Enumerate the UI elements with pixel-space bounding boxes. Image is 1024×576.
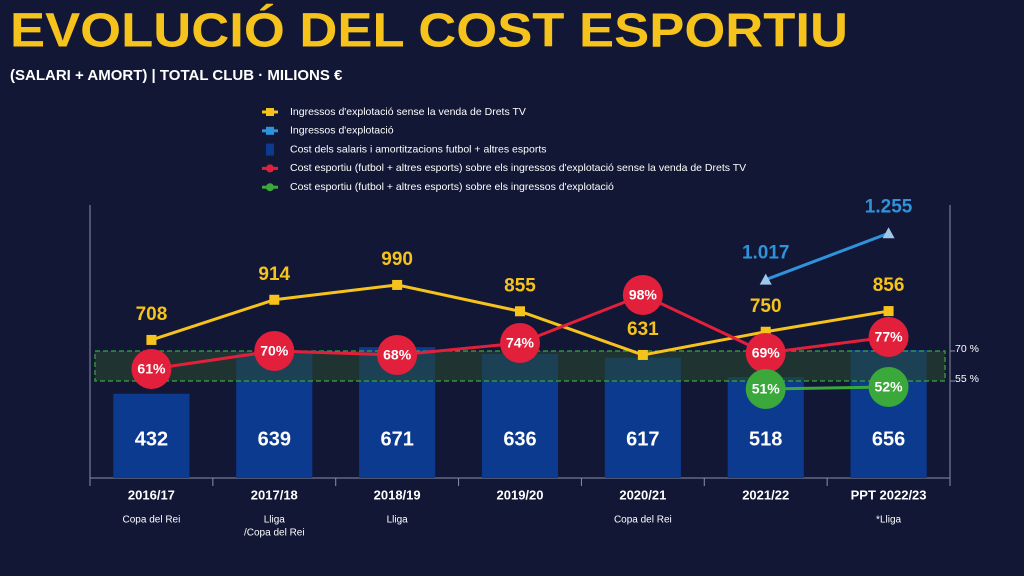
point-marker (131, 349, 172, 389)
legend-label: Cost esportiu (futbol + altres esports) … (290, 181, 614, 193)
point-label: 914 (258, 264, 290, 285)
point-marker (622, 275, 663, 315)
y2-tick-label: 70 % (955, 343, 979, 355)
legend-label: Cost esportiu (futbol + altres esports) … (290, 162, 746, 174)
bar-label: 617 (626, 428, 659, 450)
legend-marker (266, 164, 274, 173)
point-marker (745, 369, 786, 409)
bar (113, 393, 190, 478)
point-label: 98% (629, 287, 658, 303)
bar-label: 518 (749, 428, 782, 450)
legend-label: Ingressos d'explotació (290, 125, 394, 137)
y2-tick-label: 55 % (955, 373, 979, 385)
bar-label: 671 (380, 428, 413, 450)
bar-label: 639 (258, 428, 291, 450)
series-line (765, 231, 890, 282)
x-sublabel: Copa del Rei (123, 515, 181, 526)
x-tick-label: 2019/20 (497, 487, 544, 502)
point-marker (515, 306, 525, 317)
point-marker (146, 334, 157, 345)
point-label: 51% (752, 381, 781, 397)
x-sublabel: Copa del Rei (614, 515, 672, 526)
legend-marker (266, 126, 274, 135)
x-sublabel: Lliga (264, 515, 286, 526)
chart-title: EVOLUCIÓ DEL COST ESPORTIU (10, 3, 848, 58)
point-marker (760, 326, 771, 337)
point-marker (882, 227, 895, 239)
point-marker (868, 317, 909, 357)
point-label: 61% (137, 361, 166, 377)
chart-subtitle: (SALARI + AMORT) | TOTAL CLUB · MILIONS … (10, 67, 343, 84)
point-label: 1.017 (742, 243, 790, 264)
point-marker (868, 367, 909, 407)
x-tick-label: PPT 2022/23 (851, 487, 927, 502)
legend-swatch (266, 143, 274, 156)
point-label: 68% (383, 347, 412, 363)
x-sublabel: /Copa del Rei (244, 528, 305, 539)
bar-label: 636 (503, 428, 536, 450)
point-marker (500, 323, 540, 363)
point-label: 52% (875, 379, 904, 395)
x-tick-label: 2021/22 (742, 487, 789, 502)
legend-marker (266, 183, 274, 192)
point-label: 1.255 (865, 196, 913, 217)
point-marker (637, 349, 648, 360)
point-marker (392, 279, 403, 290)
bar-label: 432 (135, 428, 168, 450)
point-label: 70% (260, 343, 289, 359)
x-sublabel: Lliga (387, 515, 409, 526)
point-label: 631 (627, 319, 659, 340)
point-label: 74% (506, 335, 535, 351)
point-label: 708 (136, 304, 168, 325)
point-label: 750 (750, 296, 782, 317)
point-label: 855 (504, 275, 536, 296)
point-marker (745, 333, 786, 373)
point-marker (759, 273, 772, 285)
point-marker (883, 306, 894, 317)
point-label: 990 (381, 249, 413, 270)
point-label: 856 (873, 275, 905, 296)
x-tick-label: 2016/17 (128, 487, 175, 502)
legend-marker (266, 108, 274, 116)
bar-label: 656 (872, 428, 905, 450)
x-tick-label: 2017/18 (251, 487, 298, 502)
legend-label: Ingressos d'explotació sense la venda de… (290, 106, 526, 118)
point-marker (269, 294, 280, 305)
x-sublabel: *Lliga (876, 515, 901, 526)
legend-label: Cost dels salaris i amortitzacions futbo… (290, 143, 546, 155)
point-marker (254, 331, 295, 371)
point-label: 77% (875, 329, 904, 345)
point-marker (377, 335, 418, 375)
series-line (765, 385, 889, 391)
x-tick-label: 2020/21 (619, 487, 666, 502)
point-label: 69% (752, 345, 781, 361)
x-tick-label: 2018/19 (374, 487, 421, 502)
